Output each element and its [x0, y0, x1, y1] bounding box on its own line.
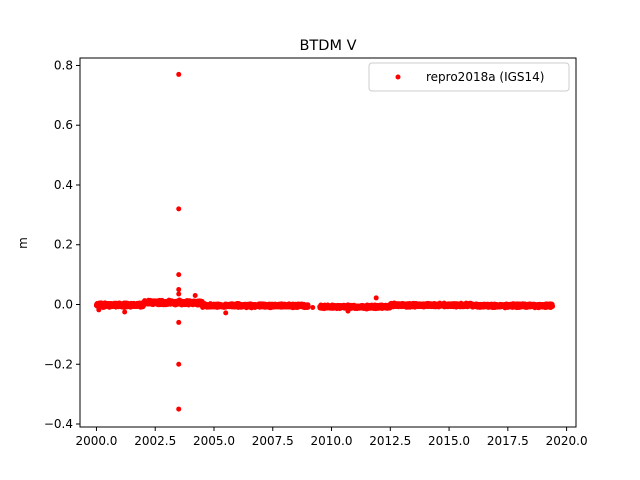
x-tick-label: 2017.5 [487, 434, 529, 448]
y-tick-label: −0.4 [44, 417, 73, 431]
data-point [96, 307, 102, 313]
data-point [176, 71, 182, 77]
data-point [319, 305, 325, 311]
data-points-layer [93, 71, 555, 412]
x-tick-label: 2010.0 [311, 434, 353, 448]
y-tick-label: 0.8 [54, 58, 73, 72]
data-point [176, 287, 182, 293]
data-point [176, 406, 182, 412]
data-point [223, 310, 229, 316]
chart-title: BTDM V [299, 38, 356, 54]
data-point [176, 272, 182, 278]
legend-marker [395, 74, 401, 80]
legend: repro2018a (IGS14) [368, 62, 570, 92]
x-tick-label: 2015.0 [428, 434, 470, 448]
x-tick-label: 2005.0 [193, 434, 235, 448]
data-point [176, 291, 182, 297]
data-point [345, 308, 351, 314]
x-tick-label: 2012.5 [369, 434, 411, 448]
data-point [305, 303, 311, 309]
y-tick-label: 0.2 [54, 238, 73, 252]
data-point [549, 303, 555, 309]
y-axis-ticks: −0.4 −0.2 0.0 0.2 0.4 0.6 0.8 [44, 58, 80, 431]
x-tick-label: 2020.0 [546, 434, 588, 448]
data-point [176, 361, 182, 367]
data-point [373, 295, 379, 301]
data-point [192, 293, 198, 299]
data-point [310, 304, 316, 310]
legend-label: repro2018a (IGS14) [426, 70, 544, 84]
y-tick-label: −0.2 [44, 357, 73, 371]
y-tick-label: 0.6 [54, 118, 73, 132]
axes-frame [79, 57, 577, 428]
data-point [122, 309, 128, 315]
x-tick-label: 2000.0 [75, 434, 117, 448]
y-tick-label: 0.4 [54, 178, 73, 192]
y-tick-label: 0.0 [54, 297, 73, 311]
y-axis-label: m [16, 237, 30, 249]
plot-frame [79, 57, 577, 428]
data-point [176, 319, 182, 325]
x-tick-label: 2007.5 [252, 434, 294, 448]
x-tick-label: 2002.5 [134, 434, 176, 448]
x-axis-ticks: 2000.0 2002.5 2005.0 2007.5 2010.0 2012.5 2015… [75, 427, 588, 448]
data-point [176, 206, 182, 212]
